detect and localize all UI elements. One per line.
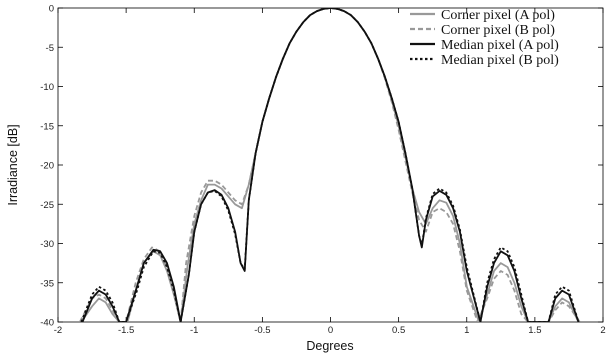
legend: Corner pixel (A pol)Corner pixel (B pol)… [410, 8, 559, 68]
y-tick-label: -15 [40, 121, 54, 132]
y-axis-label: Irradiance [dB] [6, 124, 20, 205]
y-axis-ticks: 0 -5 -10 -15 -20 -25 -30 -35 -40 [40, 4, 603, 329]
plot-area [57, 7, 604, 323]
y-tick-label: -20 [40, 161, 54, 172]
x-axis-label: Degrees [306, 339, 353, 353]
x-tick-label: 2 [600, 325, 605, 336]
y-tick-label: -40 [40, 318, 54, 329]
x-tick-label: -2 [54, 325, 62, 336]
y-tick-label: -35 [40, 278, 54, 289]
x-tick-label: -1.5 [118, 325, 134, 336]
x-tick-label: 0.5 [392, 325, 405, 336]
legend-label-3: Median pixel (A pol) [441, 38, 559, 53]
y-tick-label: 0 [49, 4, 54, 15]
x-tick-label: -1 [190, 325, 198, 336]
x-tick-label: -0.5 [254, 325, 270, 336]
legend-label-2: Corner pixel (B pol) [441, 23, 555, 38]
x-tick-label: 0 [328, 325, 333, 336]
y-tick-label: -5 [46, 43, 54, 54]
y-tick-label: -10 [40, 82, 54, 93]
y-tick-label: -30 [40, 239, 54, 250]
x-tick-label: 1 [464, 325, 469, 336]
x-axis-ticks: -2 -1.5 -1 -0.5 0 0.5 1 1.5 2 [54, 8, 606, 336]
legend-label-1: Corner pixel (A pol) [441, 8, 555, 23]
series-layer [79, 8, 581, 322]
legend-label-4: Median pixel (B pol) [441, 53, 559, 68]
x-tick-label: 1.5 [528, 325, 541, 336]
y-tick-label: -25 [40, 200, 54, 211]
